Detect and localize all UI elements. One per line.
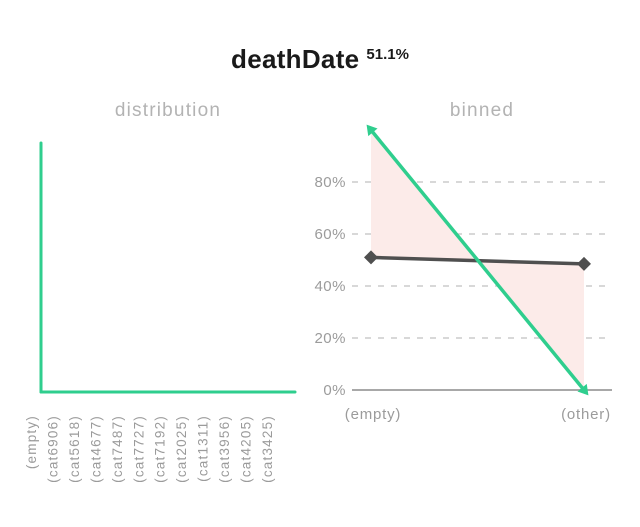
- distribution-x-label: (cat5618): [67, 415, 82, 483]
- distribution-panel-title: distribution: [114, 100, 222, 121]
- distribution-x-label: (cat7727): [131, 415, 146, 483]
- arrow-marker: [577, 383, 589, 396]
- distribution-x-label: (cat4677): [88, 415, 103, 483]
- distribution-x-label: (cat1311): [196, 415, 211, 482]
- distribution-x-label: (cat2025): [174, 415, 189, 483]
- binned-x-label: (other): [561, 406, 611, 423]
- feature-missing-percentage: 51.1%: [366, 46, 409, 63]
- y-tick-label: 60%: [314, 226, 346, 243]
- feature-title: deathDate: [231, 44, 360, 74]
- fill-between-right: [478, 260, 584, 390]
- distribution-x-label: (cat6906): [45, 415, 60, 483]
- binned-x-label: (empty): [345, 406, 401, 423]
- distribution-x-label: (cat3425): [260, 415, 275, 483]
- diamond-marker: [364, 250, 378, 265]
- distribution-x-label: (cat3956): [217, 415, 232, 483]
- binned-panel-title: binned: [449, 100, 515, 121]
- y-tick-label: 20%: [314, 330, 346, 347]
- distribution-x-label: (cat7192): [153, 415, 168, 483]
- distribution-x-label: (empty): [24, 415, 39, 469]
- arrow-marker: [366, 124, 378, 137]
- y-tick-label: 0%: [323, 382, 346, 399]
- green-series-line: [369, 128, 586, 392]
- feature-header: deathDate 51.1%: [0, 44, 640, 75]
- y-tick-label: 40%: [314, 278, 346, 295]
- distribution-x-label: (cat7487): [110, 415, 125, 483]
- y-tick-label: 80%: [314, 174, 346, 191]
- distribution-x-label: (cat4205): [239, 415, 254, 483]
- diamond-marker: [577, 256, 591, 271]
- binned-chart: 0% 20% 40% 60% 80% (empty) (other): [314, 124, 612, 423]
- distribution-chart: (empty) (cat6906) (cat5618) (cat4677) (cat74…: [24, 141, 297, 483]
